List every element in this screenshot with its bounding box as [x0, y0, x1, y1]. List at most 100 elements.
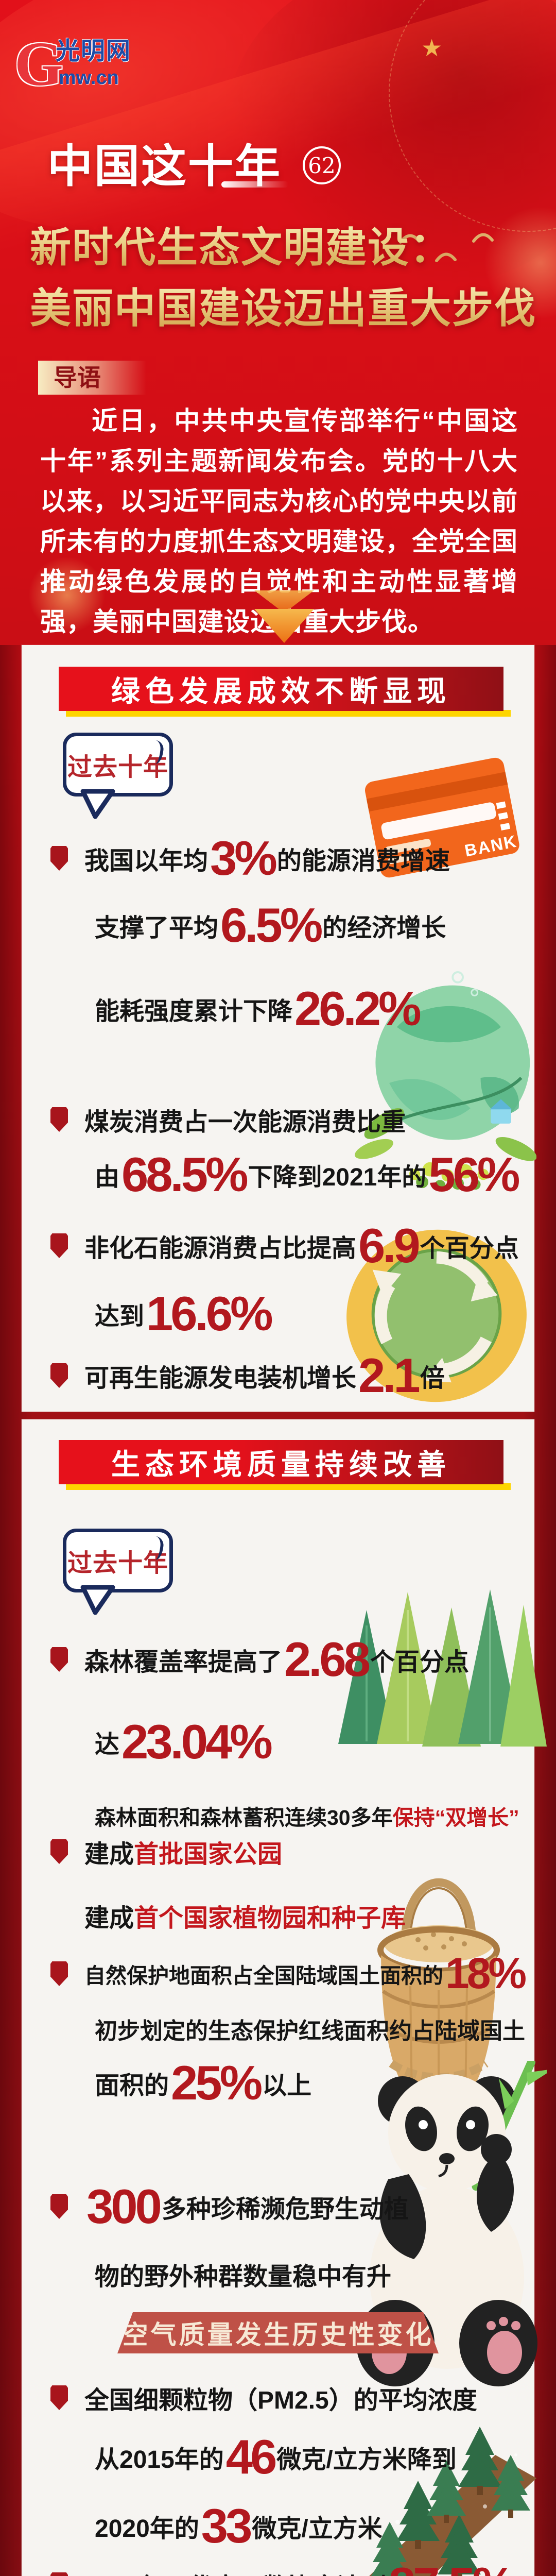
stat-line: 自然保护地面积占全国陆域国土面积的 18%	[84, 1940, 527, 2008]
sparkle-glow-decor	[28, 556, 106, 634]
stat-segment: 3%	[210, 831, 277, 885]
decade-tag-label: 过去十年	[67, 754, 168, 781]
stat-segment: 我国以年均	[84, 848, 208, 875]
stat-line: 我国以年均 3% 的能源消费增速	[84, 824, 450, 892]
pin-bullet-icon	[50, 1647, 68, 1672]
stat-segment: 能耗强度累计下降	[95, 998, 293, 1025]
stat-segment: 46	[225, 2429, 277, 2484]
pin-bullet-icon	[50, 2194, 68, 2219]
stat-segment: 2021年，优良天数比率达到	[84, 2567, 387, 2576]
section-banner: 绿色发展成效不断显现	[59, 667, 503, 711]
issue-circle-badge: 62	[303, 146, 341, 184]
stat-line: 2021年，优良天数比率达到87.5%	[84, 2551, 515, 2576]
stat-line: 能耗强度累计下降 26.2%	[95, 975, 422, 1043]
stat-segment: 非化石能源消费占比提高	[84, 1235, 357, 1262]
pin-bullet-icon	[50, 2385, 68, 2410]
stat-segment: 的经济增长	[322, 914, 446, 942]
stat-segment: 保持“双增长”	[392, 1806, 519, 1829]
stat-segment: 18%	[445, 1949, 527, 1998]
stat-segment: 支撑了平均	[95, 914, 219, 942]
pin-bullet-icon	[50, 1233, 68, 1258]
stat-segment: 以上	[262, 2072, 312, 2099]
stat-segment: 2020年的	[95, 2515, 199, 2543]
stat-segment: 森林面积和森林蓄积连续30多年	[95, 1806, 393, 1829]
stat-segment: 初步划定的生态保护红线面积约占陆域国土	[95, 2019, 525, 2044]
stat-line: 2020年的 33 微克/立方米	[95, 2492, 383, 2560]
stat-segment: 2.68	[284, 1632, 371, 1686]
bubble-tail	[80, 789, 115, 819]
stat-segment: 微克/立方米降到	[276, 2446, 457, 2473]
stat-segment: 6.9	[358, 1218, 421, 1273]
stat-segment: 可再生能源发电装机增长	[84, 1365, 357, 1392]
down-chevron-icon	[254, 590, 314, 643]
stat-line: 可再生能源发电装机增长 2.1 倍	[84, 1342, 445, 1410]
stat-segment: 森林覆盖率提高了	[84, 1649, 283, 1676]
stat-segment: 下降到2021年的	[248, 1164, 427, 1191]
stat-segment: 物的野外种群数量稳中有升	[95, 2263, 392, 2291]
stat-segment: 达到	[95, 1303, 145, 1330]
stat-line: 全国细颗粒物（PM2.5）的平均浓度	[84, 2381, 477, 2415]
gmw-logo-letter: G	[14, 29, 63, 99]
pin-bullet-icon	[50, 1107, 68, 1132]
stat-line: 面积的 25% 以上	[95, 2049, 311, 2117]
stat-segment: 个百分点	[370, 1649, 469, 1676]
intro-paragraph: 近日，中共中央宣传部举行“中国这十年”系列主题新闻发布会。党的十八大以来，以习近…	[40, 406, 518, 636]
stat-segment: 16.6%	[146, 1286, 273, 1341]
decade-tag-bubble: 过去十年	[63, 1529, 173, 1615]
gold-star-icon: ★	[421, 35, 443, 61]
issue-number: 62	[308, 152, 336, 178]
stat-segment: 多种珍稀濒危野生动植	[161, 2196, 409, 2223]
stat-line: 建成 首个国家植物园和种子库	[84, 1899, 406, 1933]
stat-segment: 微克/立方米	[252, 2515, 383, 2543]
pin-bullet-icon	[50, 1363, 68, 1388]
stat-line: 物的野外种群数量稳中有升	[95, 2257, 391, 2291]
stat-segment: 300	[86, 2179, 162, 2233]
stat-segment: 达	[95, 1731, 120, 1758]
stat-segment: 25%	[171, 2055, 263, 2110]
stat-segment: 从2015年的	[95, 2446, 224, 2473]
stat-segment: 87.5%	[389, 2560, 516, 2576]
sub-banner-air: 空气质量发生历史性变化	[117, 2312, 439, 2353]
stat-segment: 自然保护地面积占全国陆域国土面积的	[84, 1964, 443, 1988]
stat-line: 支撑了平均 6.5% 的经济增长	[95, 891, 446, 959]
stat-segment: 面积的	[95, 2072, 169, 2099]
stat-segment: 全国细颗粒物（PM2.5）的平均浓度	[84, 2387, 477, 2414]
stat-segment: 的能源消费增速	[276, 848, 450, 875]
section-green-development: 绿色发展成效不断显现 过去十年 BANK	[22, 645, 536, 1412]
stat-segment: 26.2%	[294, 981, 422, 1036]
stat-segment: 首批国家公园	[134, 1841, 283, 1868]
gold-birds-icon	[399, 233, 494, 262]
stat-segment: 煤炭消费占一次能源消费比重	[84, 1109, 406, 1136]
stat-line: 达到 16.6%	[95, 1280, 273, 1348]
pin-bullet-icon	[50, 1839, 68, 1864]
stat-segment: 6.5%	[220, 897, 323, 952]
main-title-line2: 美丽中国建设迈出重大步伐	[30, 275, 545, 335]
gmw-logo-domain: mw.cn	[59, 67, 119, 89]
stat-line: 非化石能源消费占比提高 6.9 个百分点	[84, 1212, 519, 1280]
decade-tag-label: 过去十年	[67, 1550, 168, 1577]
stat-segment: 56%	[428, 1147, 520, 1201]
bubble-tail	[80, 1585, 115, 1615]
stat-segment: 由	[95, 1164, 120, 1191]
pin-bullet-icon	[50, 1961, 68, 1986]
decade-tag-bubble: 过去十年	[63, 733, 173, 819]
stat-line: 从2015年的 46 微克/立方米降到	[95, 2423, 457, 2491]
stat-segment: 23.04%	[121, 1714, 273, 1769]
pin-bullet-icon	[50, 846, 68, 871]
stat-line: 森林覆盖率提高了 2.68 个百分点	[84, 1625, 469, 1693]
main-title-line1: 新时代生态文明建设：	[30, 214, 545, 274]
stat-line: 300 多种珍稀濒危野生动植	[84, 2173, 409, 2241]
section-eco-quality: 生态环境质量持续改善 过去十年	[22, 1419, 547, 2576]
stat-line: 煤炭消费占一次能源消费比重	[84, 1103, 406, 1137]
intro-label: 导语	[38, 361, 146, 395]
stat-segment: 68.5%	[121, 1147, 249, 1201]
stat-segment: 建成	[84, 1841, 134, 1868]
gmw-logo-name: 光明网	[56, 37, 131, 64]
stat-line: 达 23.04%	[95, 1708, 273, 1776]
gmw-logo: G 光明网 mw.cn	[14, 30, 159, 128]
stat-segment: 建成	[84, 1905, 134, 1932]
stat-line: 由 68.5% 下降到2021年的 56%	[95, 1141, 520, 1209]
stat-line: 建成 首批国家公园	[84, 1835, 282, 1869]
stat-segment: 2.1	[358, 1348, 421, 1402]
